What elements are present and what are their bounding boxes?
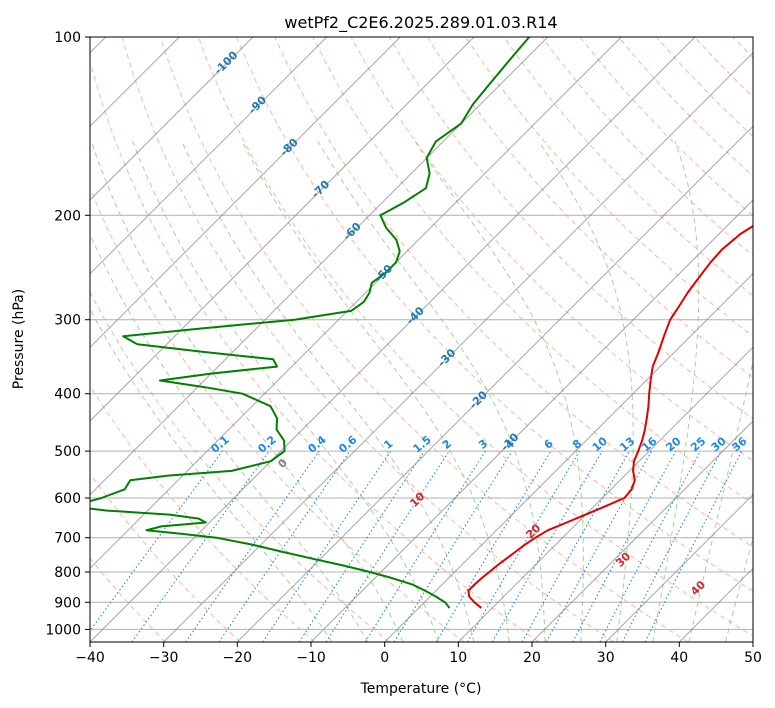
dry-adiabat xyxy=(90,384,316,642)
mixing-ratio-line xyxy=(521,450,630,642)
y-tick-label: 300 xyxy=(54,313,81,329)
isotherm xyxy=(605,493,753,642)
dry-adiabat xyxy=(503,37,753,297)
moist-adiabat xyxy=(90,232,369,642)
y-tick-label: 400 xyxy=(54,387,81,403)
mixing-ratio-line xyxy=(131,450,270,642)
dry-adiabat xyxy=(274,37,753,548)
moist-adiabat xyxy=(90,141,404,642)
y-tick-label: 700 xyxy=(54,531,81,547)
moist-adiabat xyxy=(414,141,584,642)
y-tick-label: 200 xyxy=(54,208,81,224)
dry-adiabat xyxy=(90,472,241,642)
x-tick-label: 10 xyxy=(449,650,467,666)
y-tick-label: 500 xyxy=(54,444,81,460)
moist-adiabat xyxy=(181,141,475,642)
moist-adiabat xyxy=(688,358,753,642)
x-tick-label: 20 xyxy=(523,650,541,666)
dry-adiabat xyxy=(159,37,689,642)
moist-adiabat xyxy=(241,141,510,642)
isotherm xyxy=(90,37,622,570)
mixing-ratio-line xyxy=(325,450,450,642)
moist-adiabat xyxy=(90,308,333,642)
dry-adiabat xyxy=(90,291,390,642)
isotherm xyxy=(236,125,753,642)
y-tick-label: 1000 xyxy=(45,622,81,638)
isotherm xyxy=(310,199,753,642)
y-tick-label: 800 xyxy=(54,565,81,581)
dry-adiabat xyxy=(350,37,753,462)
moist-adiabat xyxy=(652,141,700,642)
isotherm xyxy=(90,37,254,201)
mixing-ratio-line xyxy=(185,450,320,642)
mixing-ratio-line xyxy=(90,450,223,632)
isotherm xyxy=(384,272,753,642)
dry-adiabat xyxy=(121,37,614,642)
profile-lines xyxy=(90,37,753,609)
isotherm xyxy=(90,37,328,275)
temperature-profile-line xyxy=(467,224,753,609)
x-tick-label: −10 xyxy=(296,650,326,666)
dry-adiabat xyxy=(312,37,753,505)
mixing-ratio-line xyxy=(572,450,677,642)
moist-adiabat xyxy=(132,141,439,642)
x-tick-label: −30 xyxy=(149,650,179,666)
mixing-ratio-line xyxy=(218,450,351,642)
x-axis-label: Temperature (°C) xyxy=(360,681,482,697)
x-tick-label: 0 xyxy=(380,650,389,666)
x-tick-label: −40 xyxy=(75,650,105,666)
isotherm xyxy=(457,346,753,642)
dry-adiabat xyxy=(465,37,753,338)
isotherm xyxy=(163,51,753,642)
x-tick-label: −20 xyxy=(223,650,253,666)
dry-adiabat xyxy=(90,186,465,642)
x-tick-label: 40 xyxy=(670,650,688,666)
y-tick-label: 900 xyxy=(54,595,81,611)
y-axis-label: Pressure (hPa) xyxy=(11,289,27,389)
chart-title: wetPf2_C2E6.2025.289.01.03.R14 xyxy=(284,13,557,33)
x-tick-label: 30 xyxy=(597,650,615,666)
moist-adiabat xyxy=(538,141,634,642)
x-tick-label: 50 xyxy=(744,650,762,666)
isotherm xyxy=(531,420,753,642)
plot-frame xyxy=(89,36,754,643)
isotherm xyxy=(90,37,401,349)
dewpoint-profile-line xyxy=(90,37,530,609)
y-axis: 100 200 300 400 500 600 700 800 900 1000 xyxy=(45,30,90,638)
dry-adiabat xyxy=(90,557,166,642)
mixing-ratio-line xyxy=(393,450,513,642)
mixing-ratio-line xyxy=(298,450,425,642)
dry-adiabat xyxy=(236,37,753,592)
y-tick-label: 100 xyxy=(54,30,81,46)
isotherm xyxy=(90,37,475,422)
x-axis: −40 −30 −20 −10 0 10 20 30 40 50 xyxy=(75,642,762,666)
isotherm xyxy=(90,37,696,642)
mixing-ratio-line xyxy=(644,450,743,642)
mixing-ratio-line xyxy=(262,450,392,642)
dry-adiabat xyxy=(90,59,540,642)
background-lines xyxy=(90,37,753,642)
dry-adiabat xyxy=(388,37,753,420)
y-tick-label: 600 xyxy=(54,491,81,507)
isotherm xyxy=(90,37,549,496)
